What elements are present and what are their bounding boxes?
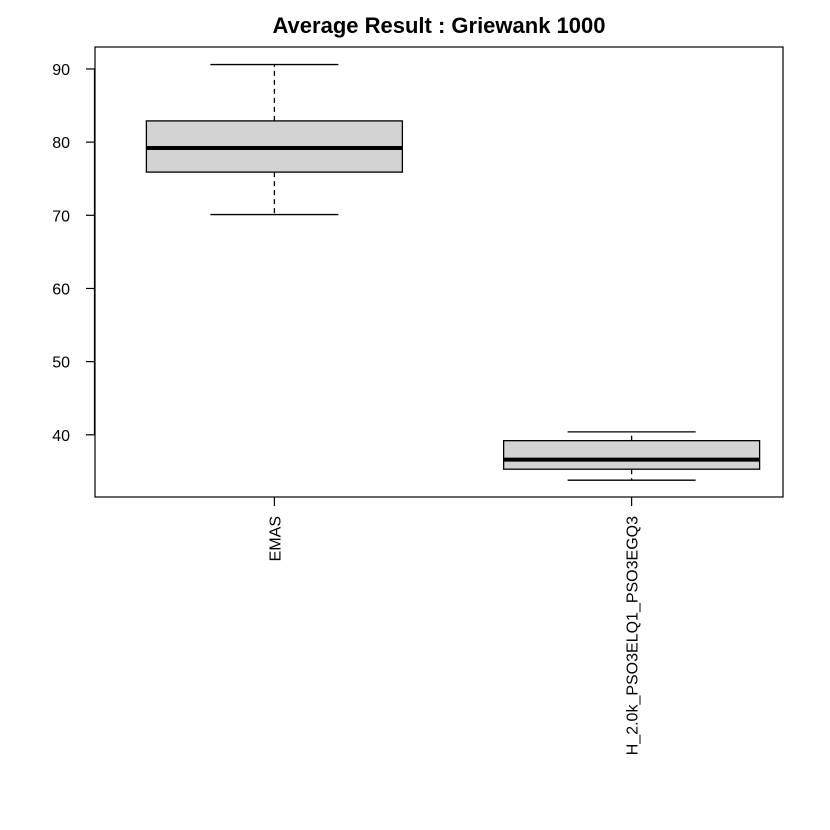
y-tick-label: 60 — [52, 281, 70, 298]
y-axis: 40 50 60 70 80 90 — [52, 62, 96, 445]
chart-title: Average Result : Griewank 1000 — [272, 13, 605, 38]
y-tick-label: 40 — [52, 428, 70, 445]
box-1 — [145, 63, 404, 216]
y-tick-label: 80 — [52, 135, 70, 152]
box-2 — [502, 431, 761, 481]
boxes — [145, 63, 761, 481]
y-tick-label: 90 — [52, 62, 70, 79]
iqr-box — [502, 440, 761, 470]
x-tick-label: H_2.0k_PSO3ELQ1_PSO3EGQ3 — [625, 516, 642, 755]
x-axis: EMAS H_2.0k_PSO3ELQ1_PSO3EGQ3 — [267, 497, 642, 755]
y-tick-label: 50 — [52, 355, 70, 372]
plot-frame — [94, 46, 784, 498]
y-tick-label: 70 — [52, 208, 70, 225]
x-tick-label: EMAS — [267, 516, 284, 561]
